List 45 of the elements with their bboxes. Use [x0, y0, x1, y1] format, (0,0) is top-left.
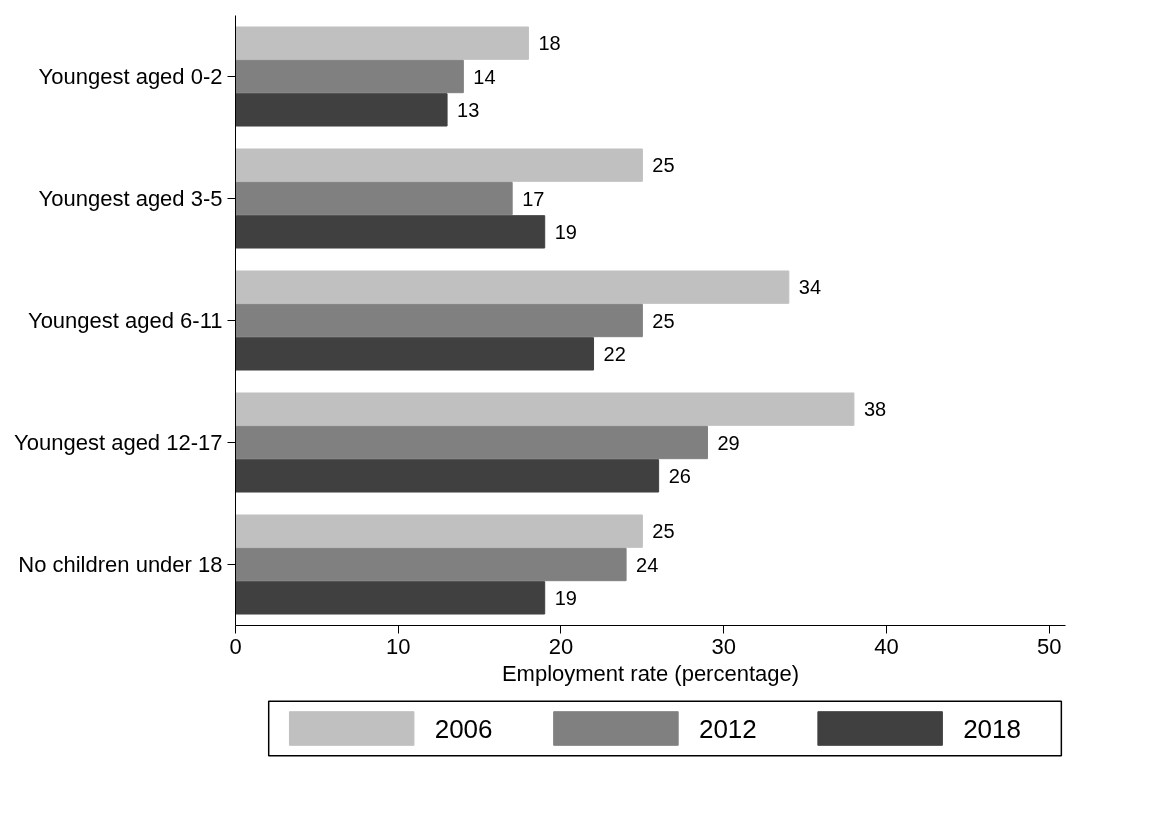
- y-tick-label: Youngest aged 12-17: [14, 430, 223, 455]
- bar: [235, 148, 643, 182]
- data-label: 25: [652, 520, 675, 543]
- y-tick-label: Youngest aged 0-2: [38, 64, 223, 89]
- data-label: 29: [717, 431, 740, 454]
- data-label: 14: [473, 65, 496, 88]
- bar: [235, 392, 855, 426]
- bar: [235, 181, 513, 216]
- data-label: 34: [798, 276, 822, 299]
- bar: [235, 59, 464, 94]
- bar: [235, 459, 660, 493]
- x-tick-label: 0: [229, 633, 242, 659]
- x-tick-label: 50: [1036, 633, 1062, 659]
- data-label: 22: [603, 342, 626, 365]
- bar: [235, 26, 529, 60]
- legend-label: 2018: [963, 713, 1021, 744]
- bar: [235, 270, 790, 304]
- x-tick-label: 20: [548, 633, 574, 659]
- data-label: 24: [636, 553, 659, 576]
- data-label: 18: [538, 32, 561, 55]
- data-label: 13: [457, 98, 480, 121]
- x-tick-label: 10: [386, 633, 411, 659]
- data-label: 17: [522, 187, 545, 210]
- bar: [235, 425, 708, 460]
- y-tick-label: No children under 18: [18, 552, 223, 577]
- bar: [235, 547, 627, 582]
- bar: [235, 303, 643, 338]
- data-label: 38: [863, 398, 887, 421]
- y-tick-label: Youngest aged 3-5: [38, 186, 223, 211]
- bar: [235, 215, 546, 249]
- data-label: 19: [554, 586, 577, 609]
- legend-label: 2012: [698, 713, 757, 744]
- data-label: 25: [652, 154, 675, 177]
- bar: [235, 93, 448, 127]
- data-label: 19: [554, 220, 577, 243]
- y-tick-label: Youngest aged 6-11: [27, 308, 223, 333]
- x-tick-label: 30: [711, 633, 736, 659]
- bar: [235, 337, 595, 371]
- data-label: 25: [652, 309, 675, 332]
- bar: [235, 514, 643, 548]
- x-tick-label: 40: [874, 633, 899, 659]
- x-axis-title: Employment rate (percentage): [501, 660, 800, 686]
- legend-label: 2006: [434, 713, 493, 744]
- data-label: 26: [668, 464, 691, 487]
- bar: [235, 581, 546, 615]
